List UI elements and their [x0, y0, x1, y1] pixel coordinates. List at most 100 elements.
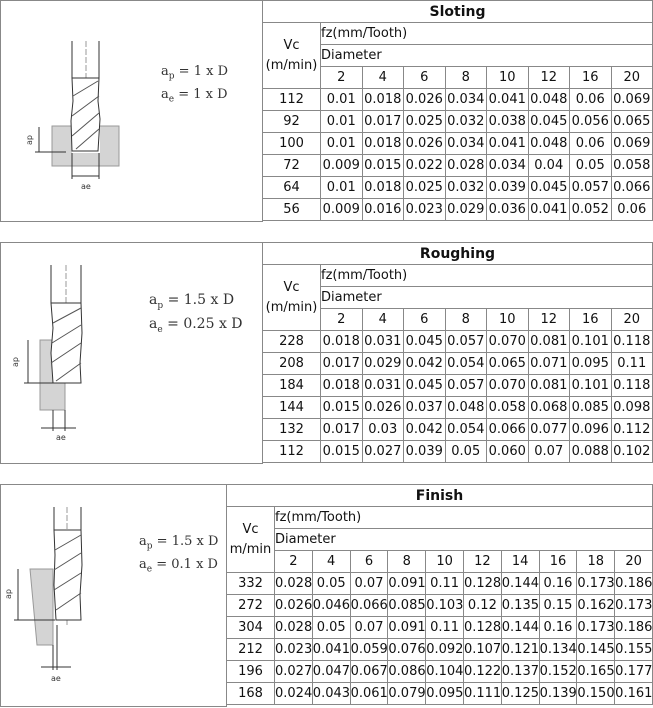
- diameter-cell: 12: [462, 550, 502, 573]
- fz-cell: 0.038: [486, 110, 529, 133]
- fz-cell: 0.045: [527, 176, 570, 199]
- fz-cell: 0.05: [311, 616, 351, 639]
- vc-header: Vc (m/min): [262, 264, 321, 331]
- svg-text:ap: ap: [11, 357, 20, 367]
- table-row: 196 0.027 0.047 0.067 0.086 0.104 0.122 0.137 0.…: [226, 660, 653, 683]
- fz-cell: 0.032: [444, 176, 487, 199]
- table-row: 184 0.018 0.031 0.045 0.057 0.070 0.081 0.101 0.…: [262, 374, 653, 397]
- fz-cell: 0.058: [486, 396, 529, 419]
- fz-cell: 0.01: [320, 110, 363, 133]
- table-row: 144 0.015 0.026 0.037 0.048 0.058 0.068 0.085 0.…: [262, 396, 653, 419]
- fz-cell: 0.173: [614, 594, 653, 617]
- fz-cell: 0.081: [527, 374, 570, 397]
- diameter-cell: 8: [387, 550, 427, 573]
- diameter-cell: 4: [311, 550, 351, 573]
- fz-cell: 0.118: [610, 374, 653, 397]
- fz-cell: 0.125: [500, 682, 540, 705]
- diameter-cell: 6: [403, 308, 446, 331]
- diameter-cell: 20: [610, 66, 653, 89]
- fz-cell: 0.018: [361, 176, 404, 199]
- fz-cell: 0.103: [425, 594, 464, 617]
- end-mill-roughing-illustration: ap ae: [11, 265, 83, 442]
- fz-cell: 0.057: [444, 374, 487, 397]
- fz-cell: 0.009: [320, 154, 363, 177]
- fz-cell: 0.16: [538, 616, 578, 639]
- fz-cell: 0.059: [349, 638, 389, 661]
- fz-cell: 0.039: [486, 176, 529, 199]
- vc-cell: 112: [262, 88, 321, 111]
- end-mill-slotting-illustration: ap ae: [25, 41, 120, 191]
- vc-cell: 56: [262, 198, 321, 221]
- fz-cell: 0.01: [320, 176, 363, 199]
- fz-cell: 0.096: [569, 418, 612, 441]
- fz-cell: 0.042: [403, 418, 446, 441]
- fz-cell: 0.032: [444, 110, 487, 133]
- fz-cell: 0.070: [486, 330, 529, 353]
- fz-cell: 0.086: [387, 660, 427, 683]
- fz-cell: 0.056: [569, 110, 612, 133]
- fz-cell: 0.060: [486, 440, 529, 463]
- fz-cell: 0.048: [444, 396, 487, 419]
- fz-cell: 0.11: [425, 572, 464, 595]
- diameter-cell: 10: [486, 308, 529, 331]
- fz-cell: 0.054: [444, 418, 487, 441]
- table-row: 100 0.01 0.018 0.026 0.034 0.041 0.048 0.06 0.06…: [262, 132, 653, 155]
- diameter-cell: 6: [403, 66, 446, 89]
- diameter-row: 2 4 6 8 10 12 16 20: [263, 66, 653, 89]
- fz-cell: 0.128: [462, 572, 502, 595]
- fz-cell: 0.111: [462, 682, 502, 705]
- fz-cell: 0.091: [387, 616, 427, 639]
- title-row: Roughing: [262, 242, 653, 265]
- fz-cell: 0.025: [403, 176, 446, 199]
- diameter-cell: 2: [274, 550, 313, 573]
- fz-cell: 0.112: [610, 418, 653, 441]
- table-row: 332 0.028 0.05 0.07 0.091 0.11 0.128 0.144 0.16 0…: [226, 572, 653, 595]
- vc-cell: 92: [262, 110, 321, 133]
- fz-cell: 0.042: [403, 352, 446, 375]
- fz-cell: 0.015: [320, 396, 363, 419]
- diameter-cell: 14: [500, 550, 540, 573]
- fz-cell: 0.057: [569, 176, 612, 199]
- fz-cell: 0.028: [274, 572, 313, 595]
- fz-cell: 0.015: [361, 154, 404, 177]
- fz-cell: 0.150: [576, 682, 616, 705]
- fz-cell: 0.177: [614, 660, 653, 683]
- table-row: 64 0.01 0.018 0.025 0.032 0.039 0.045 0.057 0.06…: [262, 176, 653, 199]
- fz-cell: 0.045: [403, 330, 446, 353]
- fz-cell: 0.03: [361, 418, 404, 441]
- fz-cell: 0.06: [610, 198, 653, 221]
- fz-header: fz(mm/Tooth): [320, 22, 653, 45]
- end-mill-finish-illustration: ap ae: [4, 507, 83, 683]
- fz-cell: 0.118: [610, 330, 653, 353]
- table-row: 304 0.028 0.05 0.07 0.091 0.11 0.128 0.144 0.16 0…: [226, 616, 653, 639]
- fz-cell: 0.07: [349, 572, 389, 595]
- fz-cell: 0.069: [610, 88, 653, 111]
- fz-cell: 0.034: [444, 88, 487, 111]
- header-row: Diameter: [263, 286, 653, 309]
- fz-cell: 0.052: [569, 198, 612, 221]
- fz-cell: 0.186: [614, 616, 653, 639]
- fz-cell: 0.186: [614, 572, 653, 595]
- fz-cell: 0.11: [610, 352, 653, 375]
- fz-cell: 0.145: [576, 638, 616, 661]
- diameter-header: Diameter: [320, 44, 653, 67]
- fz-cell: 0.018: [320, 330, 363, 353]
- vc-cell: 304: [226, 616, 275, 639]
- vc-cell: 168: [226, 682, 275, 705]
- roughing-table: Roughing Vc (m/min) fz(mm/Tooth) Diameter 2 4 6…: [262, 242, 653, 463]
- fz-cell: 0.04: [527, 154, 570, 177]
- fz-cell: 0.092: [425, 638, 464, 661]
- fz-cell: 0.024: [274, 682, 313, 705]
- diameter-cell: 20: [610, 308, 653, 331]
- fz-cell: 0.016: [361, 198, 404, 221]
- fz-cell: 0.061: [349, 682, 389, 705]
- diameter-header: Diameter: [274, 528, 653, 551]
- fz-cell: 0.031: [361, 330, 404, 353]
- fz-cell: 0.079: [387, 682, 427, 705]
